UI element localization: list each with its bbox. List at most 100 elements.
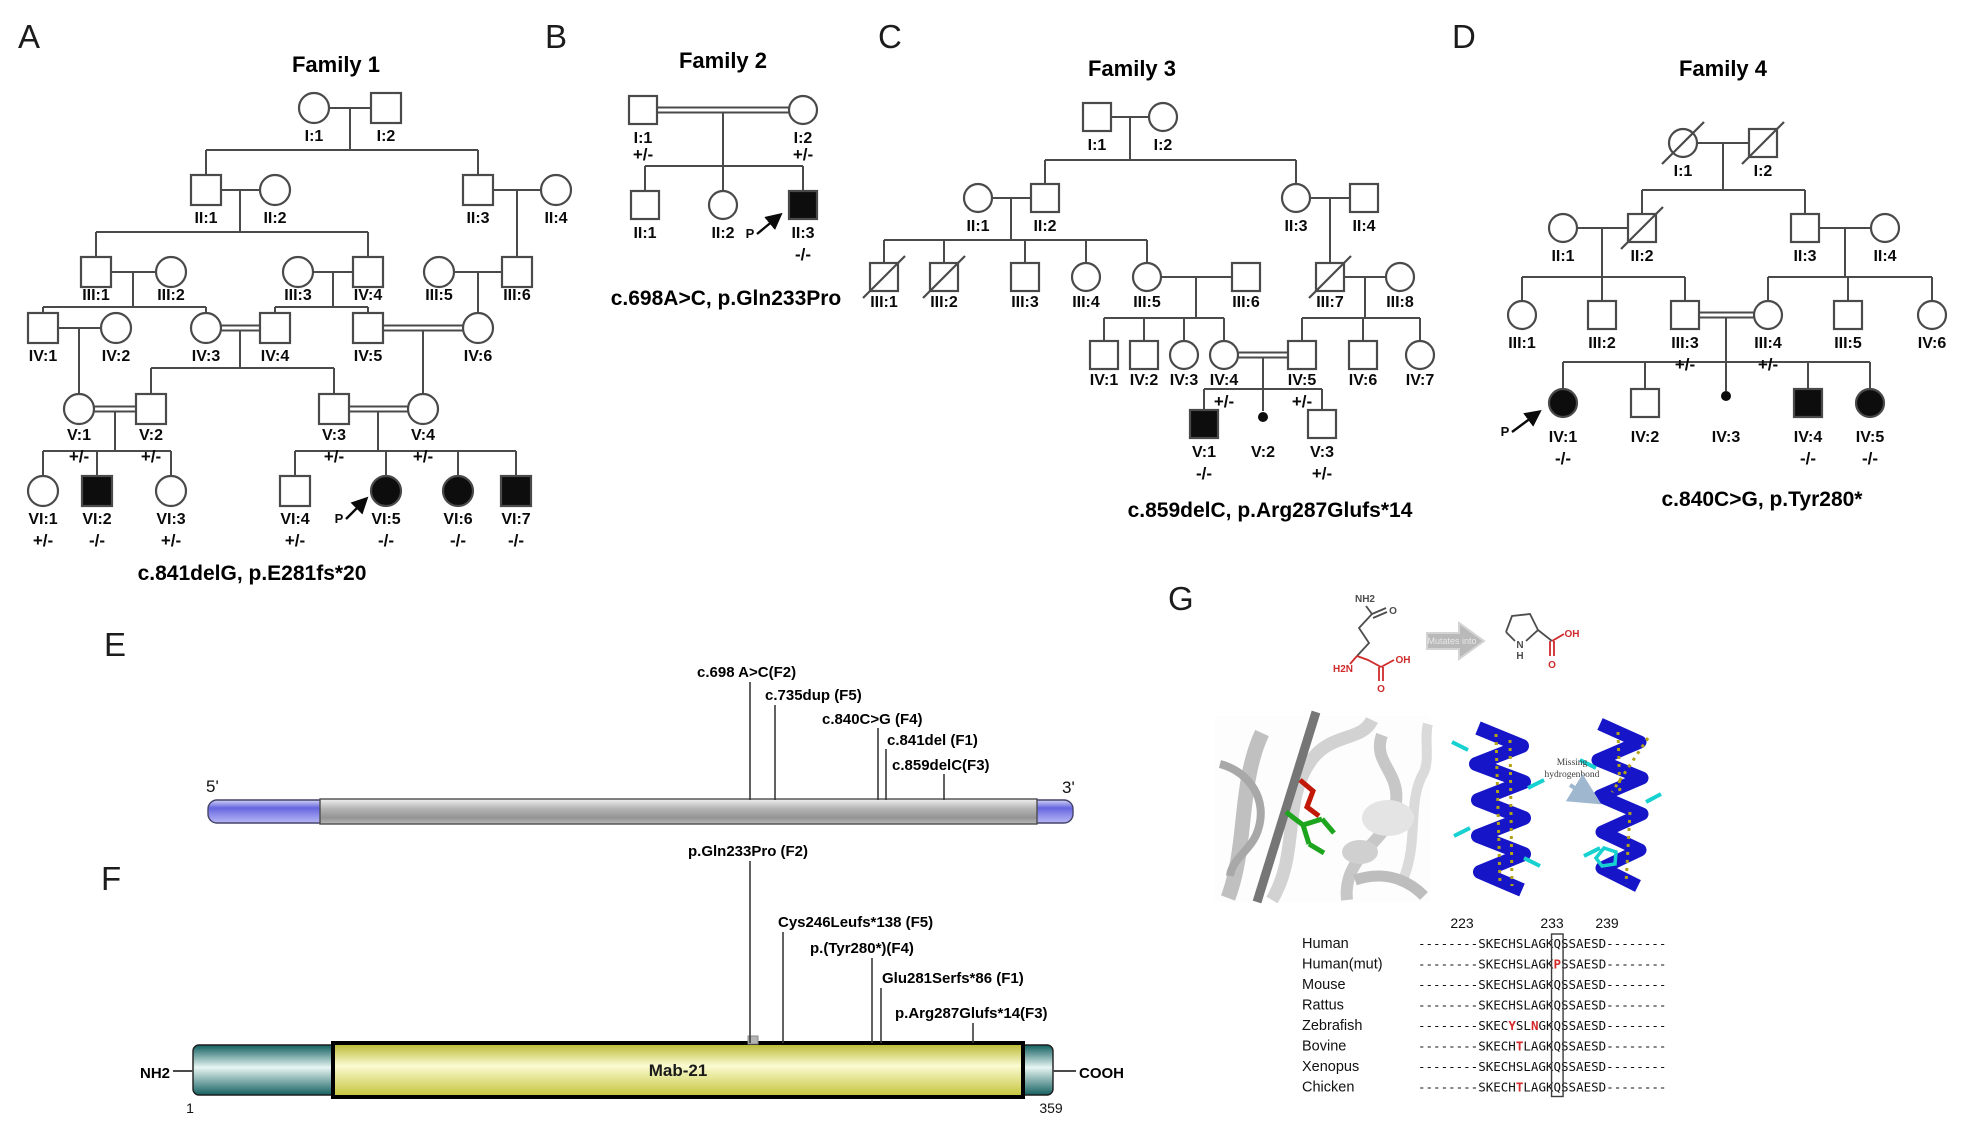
individual-B-II:3: II:3 -/- P — [746, 189, 819, 264]
five-prime-label: 5' — [206, 777, 219, 796]
genotype-label: -/- — [1196, 464, 1212, 483]
individual-A-IV:1: IV:1 — [26, 311, 60, 365]
genotype-label: -/- — [1555, 449, 1571, 468]
individual-id-label: IV:1 — [29, 348, 58, 365]
individual-id-label: III:2 — [157, 287, 185, 304]
individual-id-label: VI:1 — [28, 511, 57, 528]
male-symbol — [1009, 261, 1041, 293]
panel-letter-A: A — [18, 18, 40, 55]
residue-359-label: 359 — [1039, 1100, 1063, 1116]
genotype-label: +/- — [1292, 392, 1312, 411]
individual-C-IV:4: IV:4 +/- — [1208, 339, 1240, 411]
female-symbol — [1070, 261, 1102, 293]
individual-A-I:1: I:1 — [297, 91, 331, 145]
relationship-lines — [42, 107, 542, 476]
pro-n-label: N — [1516, 640, 1523, 651]
protein-mutation-label: p.Arg287Glufs*14(F3) — [895, 1005, 1048, 1022]
conserved-residue-box — [1550, 933, 1564, 1098]
individual-id-label: III:1 — [870, 294, 898, 311]
individual-id-label: I:1 — [1088, 137, 1107, 154]
deceased-slash — [1741, 121, 1785, 165]
individual-id-label: II:3 — [1284, 218, 1307, 235]
individual-D-IV:6: IV:6 — [1916, 299, 1948, 352]
deceased-slash — [922, 255, 966, 299]
individual-id-label: IV:7 — [1406, 372, 1435, 389]
pedigree-family-1: A Family 1 c.841delG, p.E281fs*20 I:1 I:2 II:… — [18, 18, 573, 585]
individual-A-III:3: III:3 — [281, 255, 315, 304]
individual-C-II:2: II:2 — [1029, 182, 1061, 235]
male-symbol — [1088, 339, 1120, 371]
female-symbol — [1208, 339, 1240, 371]
rendered-diagrams: A Family 1 c.841delG, p.E281fs*20 I:1 I:2 II:… — [18, 18, 1948, 1116]
female-symbol — [1384, 261, 1416, 293]
individual-id-label: IV:2 — [1130, 372, 1159, 389]
individual-id-label: II:3 — [791, 225, 814, 242]
individual-A-IV:4: IV:4 — [351, 255, 385, 304]
female-symbol — [1547, 212, 1579, 244]
individual-D-III:2: III:2 — [1586, 299, 1618, 352]
pro-o-label: O — [1548, 660, 1556, 671]
hydrogen-bond-dots — [1494, 731, 1650, 887]
individual-C-IV:5: IV:5 +/- — [1286, 339, 1318, 411]
individual-id-label: II:1 — [1551, 248, 1574, 265]
individual-C-III:7: III:7 — [1308, 255, 1352, 311]
male-symbol — [278, 474, 312, 508]
individual-id-label: IV:3 — [1170, 372, 1199, 389]
individual-id-label: IV:2 — [102, 348, 131, 365]
mab21-domain — [331, 1041, 1025, 1099]
individual-id-label: III:8 — [1386, 294, 1414, 311]
female-symbol — [258, 173, 292, 207]
individual-D-IV:1: IV:1 -/- P — [1501, 387, 1579, 468]
individual-id-label: III:2 — [1588, 335, 1616, 352]
individual-C-III:3: III:3 — [1009, 261, 1041, 311]
alignment-sequence: --------SKECHTLAGKQSSAESD-------- — [1418, 1039, 1666, 1054]
individual-id-label: IV:5 — [354, 348, 383, 365]
individual-id-label: VI:4 — [280, 511, 309, 528]
mutation-caption: c.841delG, p.E281fs*20 — [138, 562, 367, 585]
individual-C-IV:1: IV:1 — [1088, 339, 1120, 389]
relationship-lines — [644, 106, 804, 191]
missing-hbond-arrow — [1565, 773, 1602, 805]
individual-id-label: II:2 — [263, 210, 286, 227]
individual-id-label: V:1 — [67, 427, 91, 444]
individual-C-III:1: III:1 — [862, 255, 906, 311]
individual-id-label: IV:6 — [1349, 372, 1378, 389]
individual-id-label: IV:5 — [1856, 429, 1885, 446]
alignment-sequence: --------SKECHSLAGKQSSAESD-------- — [1418, 936, 1666, 951]
individual-D-II:4: II:4 — [1869, 212, 1901, 265]
gene-mutation-label: c.859delC(F3) — [892, 757, 990, 774]
individual-C-V:3: V:3 +/- — [1306, 408, 1338, 483]
individual-id-label: III:6 — [503, 287, 531, 304]
female-symbol — [787, 94, 819, 126]
individual-id-label: IV:3 — [1712, 429, 1741, 446]
family-title: Family 4 — [1679, 56, 1768, 81]
female-symbol — [441, 474, 475, 508]
species-name: Human — [1302, 936, 1349, 952]
male-symbol — [1286, 339, 1318, 371]
individual-id-label: IV:4 — [1794, 429, 1823, 446]
pro-h-label: H — [1516, 651, 1523, 662]
genotype-label: +/- — [161, 531, 181, 550]
individual-D-II:1: II:1 — [1547, 212, 1579, 265]
cooh-label: COOH — [1079, 1065, 1124, 1082]
female-symbol — [707, 189, 739, 221]
individual-id-label: V:1 — [1192, 444, 1216, 461]
three-prime-label: 3' — [1062, 778, 1075, 797]
individual-C-III:5: III:5 — [1131, 261, 1163, 311]
individual-C-IV:2: IV:2 — [1128, 339, 1160, 389]
male-symbol — [1081, 101, 1113, 133]
individual-C-IV:6: IV:6 — [1347, 339, 1379, 389]
family-title: Family 1 — [292, 52, 380, 77]
individual-C-V:2: V:2 — [1251, 412, 1275, 461]
gln-o-top-label: O — [1389, 606, 1397, 617]
protein-structure-wildtype-image — [1215, 710, 1433, 904]
female-symbol — [1506, 299, 1538, 331]
individual-D-III:1: III:1 — [1506, 299, 1538, 352]
individual-A-V:3: V:3 +/- — [317, 392, 351, 466]
alignment-sequence: --------SKECYSLNGKQSSAESD-------- — [1418, 1018, 1666, 1033]
female-symbol — [189, 311, 223, 345]
male-symbol — [1188, 408, 1220, 440]
female-symbol — [1854, 387, 1886, 419]
individual-A-VI:3: VI:3 +/- — [154, 474, 188, 550]
